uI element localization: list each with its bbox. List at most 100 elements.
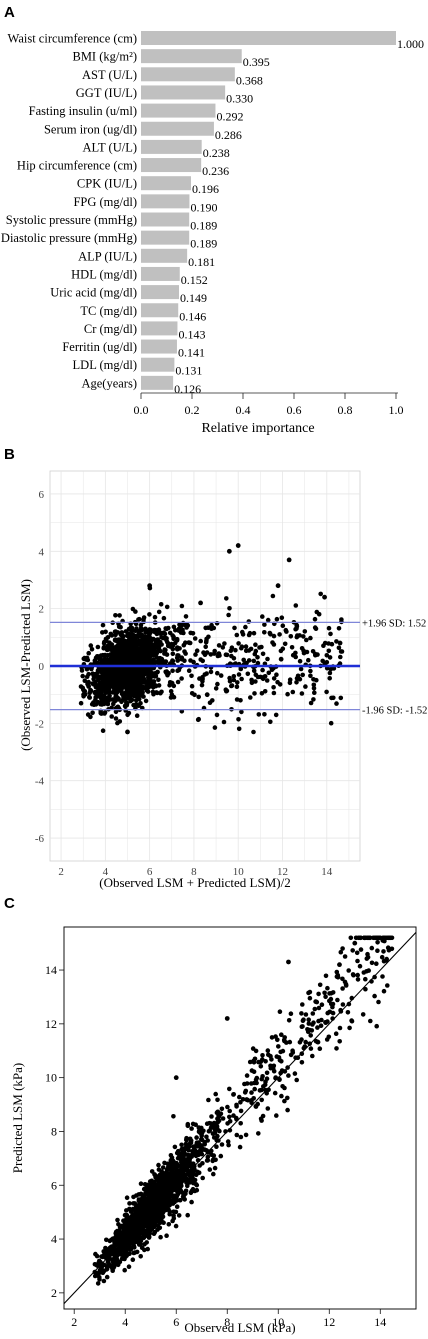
data-point: [207, 1128, 212, 1133]
data-point: [174, 638, 180, 643]
data-point: [374, 961, 379, 966]
data-point: [106, 1257, 111, 1263]
data-point: [363, 976, 368, 982]
data-point: [262, 630, 267, 635]
data-point: [178, 630, 184, 635]
bar: [141, 49, 242, 64]
data-point: [144, 666, 149, 672]
data-point: [274, 672, 279, 677]
data-point: [260, 651, 266, 657]
data-point: [241, 657, 246, 663]
data-point: [330, 1001, 336, 1007]
data-point: [147, 612, 152, 617]
data-point: [164, 636, 169, 641]
data-point: [277, 1077, 282, 1082]
data-point: [216, 643, 222, 648]
panel-b-limit-labels: +1.96 SD: 1.52 -1.96 SD: -1.52: [362, 618, 427, 716]
data-point: [273, 712, 279, 718]
data-point: [187, 1179, 192, 1185]
data-point: [115, 1217, 120, 1223]
data-point: [219, 1106, 225, 1112]
data-point: [156, 677, 161, 683]
data-point: [124, 1195, 130, 1200]
data-point: [215, 1109, 221, 1115]
data-point: [312, 1006, 318, 1012]
data-point: [318, 591, 324, 597]
data-point: [160, 635, 166, 641]
data-point: [134, 1236, 139, 1242]
data-point: [143, 1190, 148, 1196]
data-point: [95, 674, 101, 680]
y-tick-label: 14: [45, 963, 57, 977]
data-point: [299, 691, 305, 696]
data-point: [310, 1011, 316, 1016]
data-point: [260, 676, 266, 682]
data-point: [153, 1182, 158, 1187]
data-point: [248, 695, 253, 700]
data-point: [327, 991, 332, 996]
data-point: [338, 695, 344, 701]
data-point: [301, 634, 306, 639]
data-point: [133, 698, 139, 703]
data-point: [337, 1039, 343, 1044]
data-point: [206, 634, 211, 640]
data-point: [110, 680, 116, 686]
data-point: [331, 695, 336, 701]
data-point: [255, 1131, 261, 1136]
data-point: [179, 1142, 184, 1148]
data-point: [200, 679, 205, 684]
data-point: [347, 1025, 352, 1031]
data-point: [227, 606, 232, 611]
data-point: [126, 710, 132, 716]
data-point: [319, 1002, 325, 1007]
data-point: [102, 675, 108, 680]
data-point: [107, 640, 112, 645]
data-point: [124, 1248, 129, 1253]
value-label: 0.141: [178, 346, 205, 360]
data-point: [167, 1211, 172, 1217]
data-point: [158, 602, 164, 607]
data-point: [130, 1257, 136, 1262]
data-point: [138, 638, 143, 644]
data-point: [244, 1073, 250, 1078]
data-point: [297, 658, 303, 664]
data-point: [385, 983, 390, 988]
data-point: [326, 625, 332, 631]
data-point: [334, 1046, 339, 1051]
data-point: [170, 643, 176, 648]
data-point: [244, 1081, 250, 1086]
data-point: [280, 1048, 286, 1054]
data-point: [162, 651, 167, 656]
data-point: [286, 1073, 291, 1078]
data-point: [259, 1097, 265, 1103]
data-point: [126, 631, 131, 636]
data-point: [156, 1185, 162, 1190]
data-point: [200, 658, 205, 664]
data-point: [113, 709, 119, 715]
data-point: [265, 617, 271, 623]
data-point: [243, 644, 249, 649]
panel-a-bar-chart: A Waist circumference (cm) 1.000 BMI (kg/m…: [1, 4, 424, 436]
data-point: [234, 684, 240, 690]
bar: [141, 321, 178, 336]
data-point: [149, 645, 155, 651]
category-label: LDL (mg/dl): [73, 358, 137, 372]
data-point: [170, 651, 176, 657]
data-point: [143, 698, 149, 704]
data-point: [140, 679, 146, 684]
data-point: [282, 641, 288, 647]
data-point: [293, 603, 299, 608]
data-point: [158, 1234, 163, 1240]
data-point: [231, 1092, 236, 1097]
data-point: [167, 1202, 172, 1208]
data-point: [245, 671, 251, 677]
data-point: [141, 651, 146, 657]
x-tick-label: 12: [323, 1315, 335, 1329]
x-tick-label: 0.2: [185, 403, 200, 417]
data-point: [204, 1158, 210, 1163]
data-point: [325, 1019, 330, 1024]
data-point: [326, 648, 332, 654]
data-point: [220, 1116, 226, 1121]
data-point: [263, 1059, 268, 1064]
data-point: [268, 719, 273, 725]
